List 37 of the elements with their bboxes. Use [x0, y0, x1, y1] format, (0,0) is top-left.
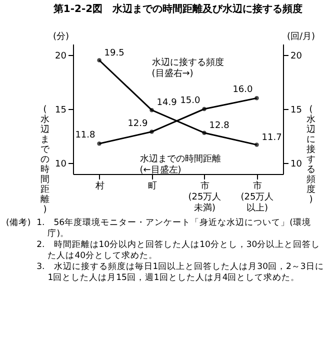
- point: [150, 130, 154, 134]
- point: [254, 142, 259, 147]
- y2-tick-label: 15: [290, 106, 302, 116]
- y-tick-label: 15: [55, 106, 66, 116]
- x-tick-label: 市(25万人未満): [188, 180, 222, 214]
- y-tick-label: 10: [55, 160, 67, 170]
- data-label: 12.8: [209, 120, 230, 131]
- x-tick-label: 町: [148, 182, 157, 192]
- y2-tick-label: 20: [290, 51, 302, 62]
- data-label: 11.8: [75, 130, 96, 141]
- data-label: 16.0: [232, 85, 254, 96]
- text: 2. 時間距離は10分以内と回答した人は10分とし，30分以上と回答した人は40分として求めた。: [36, 240, 322, 262]
- chart-title: 第1-2-2図 水辺までの時間距離及び水辺に接する頻度: [52, 3, 303, 15]
- text: (分): [52, 31, 69, 42]
- text: (回/月): [287, 32, 316, 42]
- text: 3. 水辺に接する頻度は毎日1回以上と回答した人は月30回，2～3日に1回とした人は月15回，週1回とした人は月4回として求めた。: [36, 262, 325, 284]
- point: [97, 58, 102, 62]
- text: (水辺までの時間距離): [40, 105, 50, 215]
- data-label: 15.0: [180, 96, 201, 106]
- data-label: 11.7: [262, 132, 282, 143]
- data-label: 19.5: [104, 48, 124, 58]
- point: [150, 108, 154, 112]
- text: (備考): [6, 218, 31, 230]
- y-tick-label: 20: [55, 51, 67, 62]
- point: [202, 106, 206, 112]
- x-tick-label: 村: [94, 180, 104, 192]
- point: [97, 142, 102, 146]
- x-tick-label: 市(25万人以上): [240, 180, 274, 214]
- text: 水辺に接する頻度(目盛右→): [152, 57, 224, 80]
- data-label: 12.9: [128, 118, 148, 129]
- point: [254, 96, 259, 100]
- text: (水辺に接する頻度): [306, 105, 316, 205]
- text: 1. 56年度環境モニター・アンケート「身近な水辺について」(環境庁)。: [36, 218, 312, 240]
- y2-tick-label: 10: [290, 160, 302, 170]
- point: [202, 130, 206, 135]
- text: 水辺までの時間距離(←目盛左): [140, 153, 221, 176]
- data-label: 14.9: [156, 98, 178, 108]
